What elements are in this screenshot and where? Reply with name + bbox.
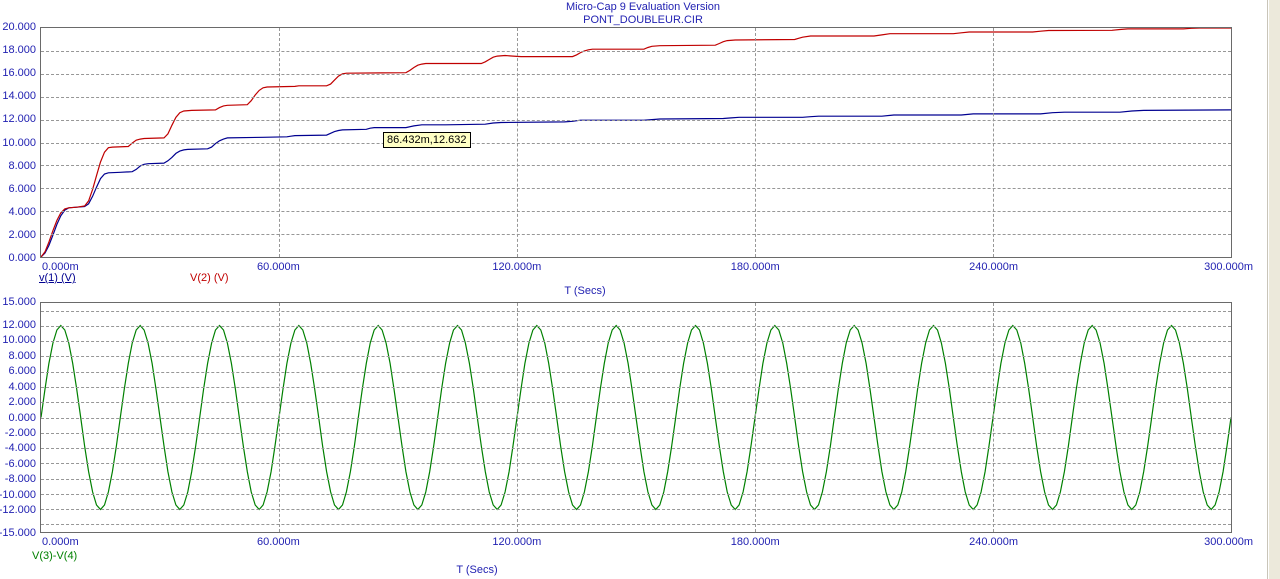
x-tick-label: 60.000m	[256, 536, 300, 548]
gridline-vertical	[517, 303, 518, 532]
x-tick-label: 0.000m	[42, 536, 79, 548]
x-tick-label: 240.000m	[969, 261, 1019, 273]
gridline-horizontal	[41, 211, 1231, 213]
y-tick-label: 15.000	[2, 296, 36, 308]
gridline-horizontal	[41, 402, 1231, 404]
y-tick-label: 2.000	[8, 228, 36, 241]
y-tick-label: 20.000	[2, 21, 36, 33]
curve-v1	[41, 110, 1231, 257]
gridline-horizontal	[41, 448, 1231, 450]
legend-v2[interactable]: V(2) (V)	[190, 272, 229, 284]
y-tick-label: 18.000	[2, 44, 36, 57]
x-tick-label: 0.000m	[42, 261, 79, 273]
y-tick-label: 0.000	[8, 411, 36, 424]
legend-v1[interactable]: v(1) (V)	[39, 272, 76, 284]
x-tick-label: 300.000m	[1204, 536, 1254, 548]
gridline-horizontal	[41, 142, 1231, 144]
gridline-horizontal	[41, 493, 1231, 495]
gridline-vertical	[755, 303, 756, 532]
gridline-horizontal	[41, 356, 1231, 358]
gridline-horizontal	[41, 463, 1231, 465]
source-voltage-chart: 15.000 12.000 10.000 8.000 6.000 4.000 2.000 0.…	[0, 296, 1253, 548]
y-tick-label: -6.000	[4, 457, 36, 470]
gridline-horizontal	[41, 188, 1231, 190]
y-tick-label: 4.000	[8, 205, 36, 218]
top-y-axis-labels: 20.000 18.000 16.000 14.000 12.000 10.000 8.00…	[0, 21, 36, 264]
bottom-y-axis-labels: 15.000 12.000 10.000 8.000 6.000 4.000 2.000 0.…	[0, 296, 36, 539]
x-tick-label: 120.000m	[492, 536, 542, 548]
top-x-axis-labels: 0.000m 60.000m 120.000m 180.000m 240.000m 300…	[40, 261, 1253, 274]
x-tick-label: 180.000m	[730, 261, 780, 273]
legend-v3-v4[interactable]: V(3)-V(4)	[32, 550, 78, 562]
x-tick-label: 60.000m	[256, 261, 300, 273]
top-curves-svg	[41, 28, 1231, 257]
gridline-horizontal	[41, 50, 1231, 52]
app-version-title: Micro-Cap 9 Evaluation Version	[565, 1, 721, 13]
y-tick-label: 12.000	[2, 319, 36, 332]
gridline-horizontal	[41, 96, 1231, 98]
y-tick-label: 2.000	[8, 396, 36, 409]
gridline-horizontal	[41, 234, 1231, 236]
bottom-x-axis-title: T (Secs)	[456, 564, 498, 576]
gridline-vertical	[755, 28, 756, 257]
y-tick-label: 8.000	[8, 159, 36, 172]
gridline-horizontal	[41, 386, 1231, 388]
y-tick-label: 10.000	[2, 334, 36, 347]
gridline-vertical	[993, 303, 994, 532]
x-tick-label: 240.000m	[969, 536, 1019, 548]
y-tick-label: -10.000	[0, 488, 36, 501]
top-plot-area[interactable]	[40, 27, 1232, 258]
gridline-horizontal	[41, 119, 1231, 121]
circuit-file-title: PONT_DOUBLEUR.CIR	[583, 14, 703, 26]
y-tick-label: 14.000	[2, 90, 36, 103]
gridline-horizontal	[41, 417, 1231, 419]
y-tick-label: -15.000	[0, 527, 36, 539]
curve-v2	[41, 28, 1231, 257]
y-tick-label: 6.000	[8, 182, 36, 195]
bottom-plot-area[interactable]	[40, 302, 1232, 533]
gridline-vertical	[993, 28, 994, 257]
gridline-vertical	[517, 28, 518, 257]
x-tick-label: 120.000m	[492, 261, 542, 273]
y-tick-label: 12.000	[2, 113, 36, 126]
y-tick-label: -4.000	[4, 442, 36, 455]
window-edge	[1267, 0, 1280, 579]
y-tick-label: -12.000	[0, 503, 36, 516]
gridline-vertical	[279, 303, 280, 532]
gridline-horizontal	[41, 310, 1231, 312]
gridline-horizontal	[41, 341, 1231, 343]
y-tick-label: 0.000	[8, 252, 36, 264]
y-tick-label: -8.000	[4, 473, 36, 486]
x-tick-label: 300.000m	[1204, 261, 1254, 273]
y-tick-label: 16.000	[2, 67, 36, 80]
y-tick-label: 10.000	[2, 136, 36, 149]
gridline-vertical	[279, 28, 280, 257]
gridline-horizontal	[41, 165, 1231, 167]
cursor-value-tooltip: 86.432m,12.632	[383, 132, 471, 148]
gridline-horizontal	[41, 325, 1231, 327]
gridline-horizontal	[41, 371, 1231, 373]
transient-voltage-chart: 20.000 18.000 16.000 14.000 12.000 10.000 8.00…	[0, 21, 1253, 273]
top-x-axis-title: T (Secs)	[564, 285, 606, 297]
y-tick-label: 6.000	[8, 365, 36, 378]
y-tick-label: 8.000	[8, 349, 36, 362]
x-tick-label: 180.000m	[730, 536, 780, 548]
y-tick-label: 4.000	[8, 380, 36, 393]
gridline-horizontal	[41, 509, 1231, 511]
bottom-x-axis-labels: 0.000m 60.000m 120.000m 180.000m 240.000m 300…	[40, 536, 1253, 549]
y-tick-label: -2.000	[4, 426, 36, 439]
gridline-horizontal	[41, 73, 1231, 75]
gridline-horizontal	[41, 478, 1231, 480]
gridline-horizontal	[41, 432, 1231, 434]
gridline-horizontal	[41, 524, 1231, 526]
